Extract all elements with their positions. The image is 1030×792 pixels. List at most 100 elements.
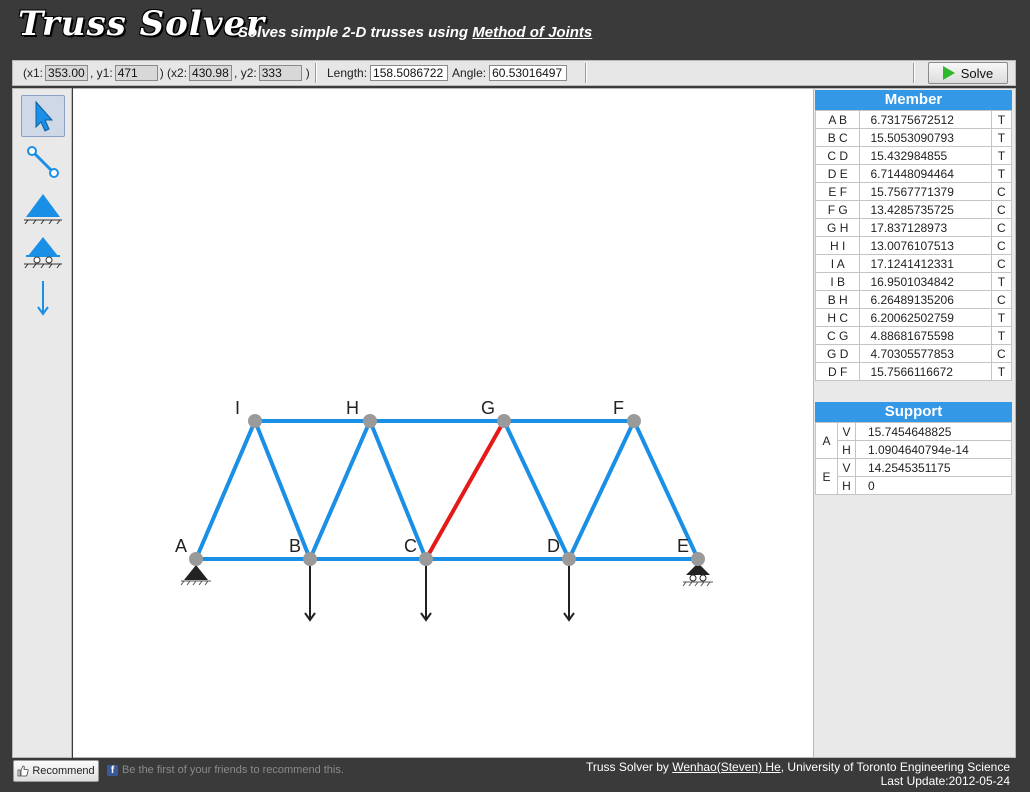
credit-prefix: Truss Solver by [585,760,673,774]
member-cg-selected[interactable] [424,419,506,561]
member-bh[interactable] [308,419,372,561]
credit-suffix: , University of Toronto Engineering Scie… [780,760,1010,774]
member-row: G D 4.70305577853 C [814,344,1013,363]
pointer-icon [35,100,54,132]
header: Truss Solver Solves simple 2-D trusses u… [0,0,1030,58]
joint-h[interactable] [363,414,377,428]
member-name: H C [814,308,861,327]
joint-g[interactable] [497,414,511,428]
solve-button[interactable]: Solve [928,62,1008,84]
member-row: I A 17.1241412331 C [814,254,1013,273]
member-table: A B 6.73175672512 T B C 15.5053090793 T C D 15.… [814,110,1013,381]
y2-label: , y2: [234,66,257,80]
member-type: T [990,110,1013,129]
facebook-social-text: Be the first of your friends to recommen… [122,764,344,776]
x1-input[interactable] [45,65,89,81]
app-logo: Truss Solver [18,4,266,44]
joint-b[interactable] [303,552,317,566]
facebook-icon: f [107,765,118,776]
roller-support-tool[interactable] [21,231,65,273]
support-dir: V [837,458,856,477]
member-hc[interactable] [368,419,428,561]
joint-label-d: D [547,536,560,556]
support-node: A [815,422,838,459]
pin-support-tool[interactable] [21,187,65,229]
length-label: Length: [327,66,368,80]
member-type: C [990,218,1013,237]
pin-support-a[interactable] [180,565,211,586]
member-table-title: Member [815,90,1012,110]
joint-label-b: B [289,536,301,556]
member-type: T [990,326,1013,345]
length-angle-group: Length: Angle: [327,61,568,85]
y1-label: , y1: [90,66,113,80]
member-tool[interactable] [21,141,65,183]
tagline: Solves simple 2-D trusses using Method o… [238,24,592,41]
member-force: 6.73175672512 [859,110,992,129]
y2-input[interactable] [258,65,302,81]
member-ef[interactable] [632,419,700,561]
joint-i[interactable] [248,414,262,428]
x2-input[interactable] [189,65,233,81]
tagline-text: Solves simple 2-D trusses using [238,24,473,41]
joint-label-f: F [613,398,624,418]
joint-d[interactable] [562,552,576,566]
select-tool[interactable] [21,95,65,137]
member-row: C G 4.88681675598 T [814,326,1013,345]
load-arrow-icon [37,281,49,316]
joint-c[interactable] [419,552,433,566]
member-row: I B 16.9501034842 T [814,272,1013,291]
member-ib[interactable] [253,419,312,561]
toolbar-separator [315,63,317,83]
member-force: 15.7566116672 [859,362,992,381]
load-arrow-c[interactable] [420,561,432,622]
roller-support-e[interactable] [682,563,713,587]
truss-drawing[interactable]: A B C D E F G H I [73,89,813,759]
support-dir: V [837,422,856,441]
joint-e[interactable] [691,552,705,566]
joint-a[interactable] [189,552,203,566]
member-name: E F [814,182,861,201]
length-input[interactable] [370,65,449,81]
member-force: 13.0076107513 [859,236,992,255]
support-row: E V 14.2545351175 [815,458,1012,495]
toolbar-separator [585,63,587,83]
load-arrow-b[interactable] [304,561,316,622]
joint-f[interactable] [627,414,641,428]
angle-label: Angle: [452,66,487,80]
member-force: 6.71448094464 [859,164,992,183]
member-ia[interactable] [194,419,257,561]
load-tool[interactable] [21,277,65,319]
member-name: G H [814,218,861,237]
member-name: C D [814,146,861,165]
method-of-joints-link[interactable]: Method of Joints [472,24,593,41]
member-force: 6.20062502759 [859,308,992,327]
joint-label-h: H [346,398,359,418]
support-reaction: 15.7454648825 [855,422,1012,441]
member-name: I B [814,272,861,291]
drawing-canvas[interactable]: A B C D E F G H I [73,88,813,758]
member-type: T [990,272,1013,291]
author-link[interactable]: Wenhao(Steven) He [672,760,781,774]
support-dir: H [837,440,856,459]
member-force: 6.26489135206 [859,290,992,309]
member-df[interactable] [567,419,636,561]
load-arrow-d[interactable] [563,561,575,622]
recommend-button[interactable]: Recommend [13,760,99,782]
tool-panel [12,88,72,758]
y1-input[interactable] [114,65,158,81]
thumbs-up-icon [17,765,29,777]
toolbar: (x1: , y1: ) (x2: , y2: ) Length: Angle:… [12,60,1016,86]
toolbar-separator [913,63,915,83]
member-type: C [990,290,1013,309]
support-table-title: Support [815,402,1012,422]
angle-input[interactable] [489,65,568,81]
member-type: T [990,308,1013,327]
member-gd[interactable] [502,419,571,561]
joint-label-c: C [404,536,417,556]
member-name: C G [814,326,861,345]
support-row: H 1.0904640794e-14 [816,440,1012,459]
member-row: C D 15.432984855 T [814,146,1013,165]
support-reaction: 14.2545351175 [855,458,1012,477]
